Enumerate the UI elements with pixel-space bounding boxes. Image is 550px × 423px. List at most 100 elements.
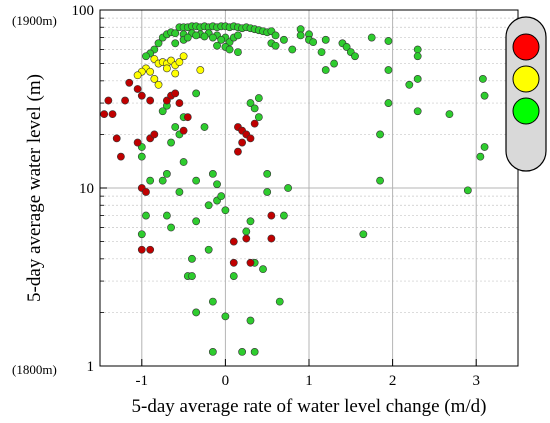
yellow-data-point bbox=[196, 66, 205, 74]
green-data-point bbox=[367, 33, 376, 42]
green-data-point bbox=[413, 75, 422, 83]
red-data-point bbox=[117, 152, 125, 161]
green-data-point bbox=[321, 66, 330, 74]
red-data-point bbox=[146, 96, 155, 105]
green-data-point bbox=[321, 35, 330, 44]
green-data-point bbox=[376, 130, 384, 139]
green-data-point bbox=[213, 41, 221, 50]
green-data-point bbox=[171, 39, 180, 48]
green-data-point bbox=[246, 217, 255, 226]
green-data-point bbox=[179, 158, 188, 166]
red-data-point bbox=[250, 119, 259, 128]
red-data-point bbox=[133, 85, 142, 93]
green-data-point bbox=[413, 52, 422, 61]
green-data-point bbox=[167, 138, 175, 147]
green-data-point bbox=[208, 33, 217, 42]
x-tick-label: 1 bbox=[305, 373, 313, 389]
yellow-light-icon bbox=[512, 65, 540, 93]
green-data-point bbox=[413, 45, 422, 54]
yellow-data-point bbox=[175, 58, 184, 66]
green-data-point bbox=[254, 94, 263, 102]
red-data-point bbox=[242, 234, 251, 243]
red-data-point bbox=[100, 110, 109, 119]
green-data-point bbox=[296, 31, 305, 40]
green-data-point bbox=[183, 33, 192, 42]
green-data-point bbox=[188, 272, 196, 280]
data-points bbox=[100, 22, 489, 356]
x-axis-title: 5-day average rate of water level change… bbox=[132, 396, 487, 417]
green-data-point bbox=[359, 230, 368, 239]
green-data-point bbox=[146, 176, 155, 185]
green-data-point bbox=[445, 110, 454, 119]
green-data-point bbox=[208, 170, 217, 178]
green-data-point bbox=[225, 45, 234, 54]
red-data-point bbox=[183, 113, 192, 122]
green-data-point bbox=[384, 37, 393, 45]
green-data-point bbox=[221, 206, 230, 215]
green-data-point bbox=[192, 217, 201, 226]
yellow-data-point bbox=[133, 71, 142, 80]
green-data-point bbox=[259, 265, 267, 274]
green-data-point bbox=[238, 348, 247, 356]
red-data-point bbox=[133, 138, 142, 147]
green-data-point bbox=[162, 170, 171, 178]
red-data-point bbox=[238, 138, 247, 147]
green-data-point bbox=[208, 348, 217, 356]
green-data-point bbox=[158, 107, 167, 116]
x-tick-label: 0 bbox=[222, 373, 230, 389]
green-light-icon bbox=[512, 97, 540, 125]
red-data-point bbox=[150, 130, 159, 139]
green-data-point bbox=[208, 297, 217, 306]
yellow-data-point bbox=[150, 75, 159, 83]
green-data-point bbox=[200, 32, 209, 41]
y-axis-title: 5-day average water level (m) bbox=[24, 74, 45, 302]
yellow-data-point bbox=[171, 69, 180, 78]
green-data-point bbox=[175, 188, 184, 196]
green-data-point bbox=[288, 45, 297, 54]
x-tick-label: 2 bbox=[389, 373, 397, 389]
green-data-point bbox=[142, 52, 150, 61]
red-data-point bbox=[171, 89, 180, 98]
y-tick-label: 10 bbox=[79, 181, 94, 197]
green-data-point bbox=[254, 113, 263, 122]
y-top-note: (1900m) bbox=[12, 13, 57, 28]
red-data-point bbox=[137, 245, 146, 254]
green-data-point bbox=[154, 39, 163, 48]
x-tick-label: -1 bbox=[136, 373, 149, 389]
green-data-point bbox=[158, 176, 167, 185]
traffic-light-legend bbox=[505, 16, 547, 172]
green-data-point bbox=[221, 312, 230, 321]
green-data-point bbox=[137, 230, 146, 239]
green-data-point bbox=[217, 35, 226, 44]
green-data-point bbox=[271, 41, 280, 50]
green-data-point bbox=[229, 272, 238, 280]
green-data-point bbox=[478, 75, 487, 83]
green-data-point bbox=[376, 176, 384, 185]
green-data-point bbox=[188, 254, 196, 263]
green-data-point bbox=[476, 152, 485, 161]
green-data-point bbox=[234, 31, 242, 40]
green-data-point bbox=[213, 180, 221, 189]
x-tick-label: 3 bbox=[472, 373, 480, 389]
green-data-point bbox=[246, 99, 255, 107]
green-data-point bbox=[317, 48, 326, 57]
red-data-point bbox=[142, 188, 150, 196]
green-data-point bbox=[167, 223, 175, 232]
axis-ticks: 1 10 100 -1 0 1 2 3 bbox=[72, 3, 480, 389]
green-data-point bbox=[330, 59, 338, 68]
red-data-point bbox=[121, 96, 129, 105]
green-data-point bbox=[162, 211, 171, 220]
green-data-point bbox=[192, 89, 201, 98]
red-data-point bbox=[125, 78, 134, 87]
y-bottom-note: (1800m) bbox=[12, 362, 57, 377]
y-tick-label: 1 bbox=[87, 359, 95, 375]
red-data-point bbox=[137, 91, 146, 100]
green-data-point bbox=[384, 99, 393, 107]
red-data-point bbox=[234, 147, 242, 156]
green-data-point bbox=[263, 188, 272, 196]
green-data-point bbox=[234, 48, 242, 57]
red-data-point bbox=[246, 258, 255, 267]
red-data-point bbox=[229, 258, 238, 267]
